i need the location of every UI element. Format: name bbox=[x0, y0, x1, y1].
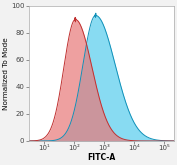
Y-axis label: Normalized To Mode: Normalized To Mode bbox=[4, 37, 10, 110]
X-axis label: FITC-A: FITC-A bbox=[87, 152, 115, 162]
